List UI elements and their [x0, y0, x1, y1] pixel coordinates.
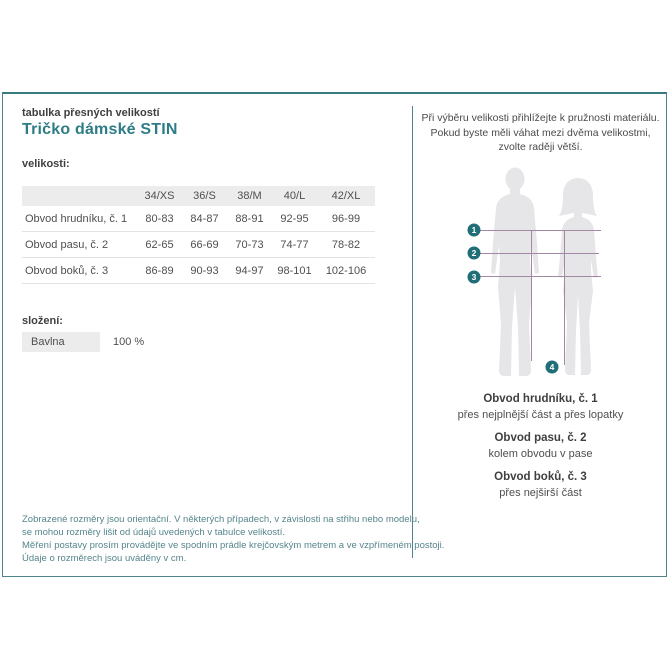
cell-value: 92-95 — [272, 206, 317, 232]
size-table-corner-cell — [22, 186, 137, 206]
cell-value: 74-77 — [272, 231, 317, 258]
cell-value: 98-101 — [272, 257, 317, 284]
cell-value: 90-93 — [182, 257, 227, 284]
disclaimer-line: Zobrazené rozměry jsou orientační. V něk… — [22, 514, 420, 525]
disclaimer-line: Měření postavy prosím provádějte ve spod… — [22, 540, 445, 551]
svg-text:2: 2 — [472, 248, 477, 258]
cell-value: 62-65 — [137, 231, 182, 258]
vertical-divider — [412, 106, 413, 558]
measure-item-chest: Obvod hrudníku, č. 1 přes nejplnější čás… — [413, 391, 668, 423]
size-column-header: 36/S — [182, 186, 227, 206]
composition-material: Bavlna — [22, 332, 100, 352]
measure-item-waist: Obvod pasu, č. 2 kolem obvodu v pase — [413, 430, 668, 462]
product-title: Tričko dámské STIN — [22, 121, 178, 138]
size-column-header: 38/M — [227, 186, 272, 206]
measurement-lines — [480, 230, 601, 365]
svg-text:3: 3 — [472, 272, 477, 282]
cell-value: 94-97 — [227, 257, 272, 284]
measure-item-hips: Obvod boků, č. 3 přes nejširší část — [413, 469, 668, 501]
advice-line: zvolte raději větší. — [498, 141, 583, 153]
measurement-figure: 1 2 3 4 — [467, 167, 601, 376]
marker-2-icon: 2 — [467, 246, 481, 260]
male-silhouette — [491, 167, 539, 376]
disclaimer-line: se mohou rozměry lišit od údajů uvedenýc… — [22, 527, 285, 538]
advice-line: Při výběru velikosti přihlížejte k pružn… — [421, 112, 660, 124]
cell-value: 86-89 — [137, 257, 182, 284]
marker-1-icon: 1 — [467, 223, 481, 237]
sizes-section-label: velikosti: — [22, 158, 70, 170]
disclaimer-line: Údaje o rozměrech jsou uváděny v cm. — [22, 553, 187, 564]
marker-3-icon: 3 — [467, 270, 481, 284]
cell-value: 88-91 — [227, 206, 272, 232]
composition-section-label: složení: — [22, 315, 63, 327]
size-advice-text: Při výběru velikosti přihlížejte k pružn… — [413, 111, 668, 155]
size-column-header: 34/XS — [137, 186, 182, 206]
cell-value: 102-106 — [317, 257, 375, 284]
figure-markers: 1 2 3 4 — [467, 223, 559, 374]
size-table-header-row: 34/XS 36/S 38/M 40/L 42/XL — [22, 186, 375, 206]
advice-line: Pokud byste měli váhat mezi dvěma veliko… — [430, 126, 651, 139]
size-column-header: 42/XL — [317, 186, 375, 206]
female-silhouette — [558, 178, 598, 375]
cell-value: 96-99 — [317, 206, 375, 232]
measure-desc: přes nejširší část — [499, 487, 582, 499]
size-chart-panel: tabulka přesných velikostí Tričko dámské… — [2, 92, 667, 577]
cell-value: 70-73 — [227, 231, 272, 258]
disclaimer-text: Zobrazené rozměry jsou orientační. V něk… — [22, 513, 444, 565]
row-label: Obvod hrudníku, č. 1 — [22, 206, 137, 232]
cell-value: 84-87 — [182, 206, 227, 232]
cell-value: 80-83 — [137, 206, 182, 232]
size-table: 34/XS 36/S 38/M 40/L 42/XL Obvod hrudník… — [22, 186, 375, 284]
composition-percent: 100 % — [113, 336, 145, 348]
row-label: Obvod pasu, č. 2 — [22, 231, 137, 258]
table-row-chest: Obvod hrudníku, č. 1 80-83 84-87 88-91 9… — [22, 206, 375, 232]
svg-text:4: 4 — [550, 362, 555, 372]
table-row-waist: Obvod pasu, č. 2 62-65 66-69 70-73 74-77… — [22, 231, 375, 258]
measure-title: Obvod boků, č. 3 — [494, 471, 587, 483]
table-row-hips: Obvod boků, č. 3 86-89 90-93 94-97 98-10… — [22, 257, 375, 284]
row-label: Obvod boků, č. 3 — [22, 257, 137, 284]
measure-desc: kolem obvodu v pase — [488, 448, 593, 460]
measure-title: Obvod hrudníku, č. 1 — [483, 393, 598, 405]
eyebrow-label: tabulka přesných velikostí — [22, 107, 160, 119]
cell-value: 66-69 — [182, 231, 227, 258]
measure-desc: přes nejplnější část a přes lopatky — [457, 409, 624, 421]
svg-text:1: 1 — [472, 225, 477, 235]
marker-4-icon: 4 — [545, 360, 559, 374]
measure-legend: Obvod hrudníku, č. 1 přes nejplnější čás… — [413, 391, 668, 508]
cell-value: 78-82 — [317, 231, 375, 258]
size-column-header: 40/L — [272, 186, 317, 206]
measure-title: Obvod pasu, č. 2 — [494, 432, 587, 444]
